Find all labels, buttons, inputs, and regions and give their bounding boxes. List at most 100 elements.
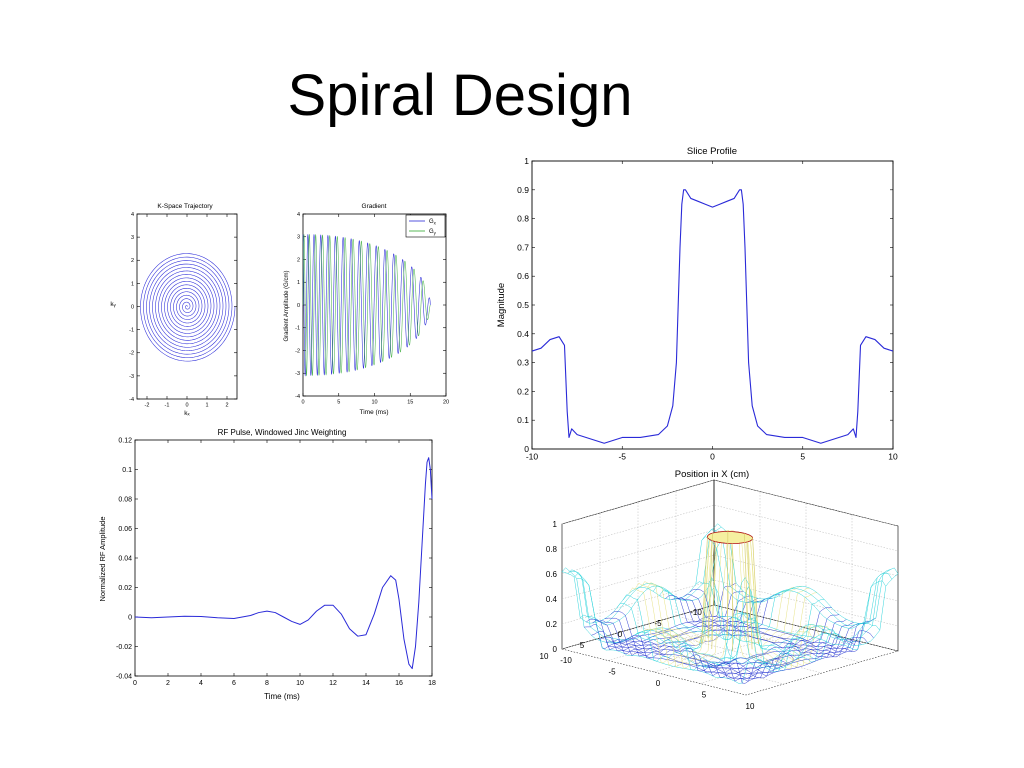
surface-peak-wall-line (701, 537, 708, 644)
slice-ytick-label: 0 (524, 444, 529, 454)
kspace-title: K-Space Trajectory (157, 203, 213, 210)
gradient-ylabel: Gradient Amplitude (G/cm) (284, 270, 290, 341)
surface-ytick-label: -5 (608, 668, 616, 677)
rf-xtick-label: 0 (133, 680, 137, 687)
surface-mesh-line (694, 619, 847, 677)
slice-ytick-label: 0.5 (517, 300, 529, 310)
slice-profile-line (531, 189, 894, 444)
rf-ytick-label: 0.08 (118, 496, 132, 503)
surface-xtick-label: 10 (540, 652, 549, 661)
surface-mesh-line (652, 577, 838, 663)
surface-mesh-line (695, 581, 880, 651)
rf-ytick-label: 0.12 (118, 437, 132, 444)
slice-ytick-label: 0.9 (517, 185, 529, 195)
slice-ytick-label: 0.2 (517, 386, 529, 396)
gradient-gy-line (302, 233, 431, 377)
rf-xtick-label: 16 (395, 680, 403, 687)
surface-xtick-label: -10 (690, 608, 702, 617)
surface-mesh-line (584, 582, 737, 649)
kspace-ytick-label: 3 (131, 235, 134, 241)
surface-mesh-line (707, 528, 893, 626)
kspace-ytick-label: -4 (129, 397, 134, 403)
gradient-ytick-label: -2 (295, 348, 300, 354)
surface-peak-wall-line (731, 543, 734, 652)
surface-ytick-label: -10 (560, 656, 572, 665)
gradient-legend: Gx Gy (405, 214, 446, 238)
surface-mesh-line (709, 623, 862, 679)
slice-ytick-label: 0.4 (517, 329, 529, 339)
surface-mesh-line (659, 590, 844, 660)
gradient-xtick-label: 0 (301, 400, 304, 406)
surface-mesh-line (616, 602, 801, 672)
surface-mesh (561, 523, 899, 684)
surface-mesh-line (716, 622, 869, 682)
surface-ztick-label: 0.4 (546, 595, 558, 604)
slice-xtick-label: 5 (800, 452, 805, 462)
surface-mesh-line (591, 591, 744, 651)
surface-ztick-label: 0.6 (546, 570, 558, 579)
kspace-ytick-label: -3 (129, 374, 134, 380)
gradient-xtick-label: 5 (337, 400, 340, 406)
surface-peak-wall-line (726, 531, 729, 637)
surface-peak-wall-line (752, 537, 759, 644)
rf-xtick-label: 2 (166, 680, 170, 687)
slice-xtick-label: 0 (710, 452, 715, 462)
rf-xtick-label: 6 (232, 680, 236, 687)
gradient-gx-line (302, 233, 431, 377)
slice-ytick-label: 0.7 (517, 242, 529, 252)
surface-mesh-line (701, 622, 854, 678)
surface-mesh-line (576, 534, 729, 626)
rf-ytick-label: -0.02 (116, 644, 132, 651)
rf-ytick-label: 0 (128, 614, 132, 621)
surface-mesh-line (745, 573, 899, 670)
surface-xtick-label: 0 (618, 630, 623, 639)
surface-mesh-line (671, 598, 856, 658)
kspace-xtick-label: 2 (225, 403, 228, 409)
kspace-ytick-label: -2 (129, 351, 134, 357)
surface-mesh-line (731, 572, 884, 665)
slice-profile-plot: Slice Profile -10 -5 0 5 10 0 0.1 0.2 0.3 0.4 0.5 0… (496, 146, 898, 480)
kspace-xtick-label: 0 (185, 403, 188, 409)
kspace-xtick-label: 1 (205, 403, 208, 409)
rf-title: RF Pulse, Windowed Jinc Weighting (218, 428, 347, 437)
surface-floor-gridline (653, 627, 807, 673)
surface-z-gridline (561, 579, 899, 627)
gradient-ytick-label: 2 (297, 257, 300, 263)
gradient-xtick-label: 10 (371, 400, 377, 406)
kspace-xtick-label: -1 (165, 403, 170, 409)
kspace-ytick-label: -1 (129, 328, 134, 334)
surface-mesh-line (677, 597, 862, 656)
gradient-ytick-label: 3 (297, 235, 300, 241)
kspace-ytick-label: 2 (131, 258, 134, 264)
gradient-title: Gradient (362, 203, 387, 210)
gradient-xtick-label: 15 (407, 400, 413, 406)
rf-xtick-label: 8 (265, 680, 269, 687)
kspace-ytick-label: 1 (131, 281, 134, 287)
rf-ytick-label: 0.04 (118, 555, 132, 562)
surface-peak-wall-line (744, 533, 749, 639)
surface-floor (561, 604, 899, 696)
rf-ylabel: Normalized RF Amplitude (98, 516, 107, 601)
surface-z-gridline (561, 479, 899, 527)
rf-xtick-label: 14 (362, 680, 370, 687)
slice-xtick-label: -10 (526, 452, 539, 462)
legend-gx-label: Gx (429, 219, 437, 226)
surface-mesh-line (598, 619, 783, 679)
rf-ytick-label: -0.04 (116, 673, 132, 680)
surface-peak-wall-line (711, 541, 716, 650)
surface-peak-wall-line (707, 533, 713, 639)
rf-ytick-label: 0.06 (118, 526, 132, 533)
kspace-xlabel: kₓ (184, 410, 190, 417)
rf-xtick-label: 18 (428, 680, 436, 687)
gradient-ytick-label: -4 (295, 394, 300, 400)
surface-mesh-line (689, 589, 874, 652)
surface-mesh-line (592, 620, 777, 679)
surface-xtick-label: 5 (580, 641, 585, 650)
kspace-ytick-label: 0 (131, 304, 134, 310)
gradient-xtick-label: 20 (443, 400, 449, 406)
gradient-ytick-label: -1 (295, 326, 300, 332)
slide-title: Spiral Design (287, 63, 633, 128)
slice-ylabel: Magnitude (496, 283, 507, 327)
surface-mesh-line (683, 593, 868, 653)
rf-xlabel: Time (ms) (264, 692, 300, 701)
